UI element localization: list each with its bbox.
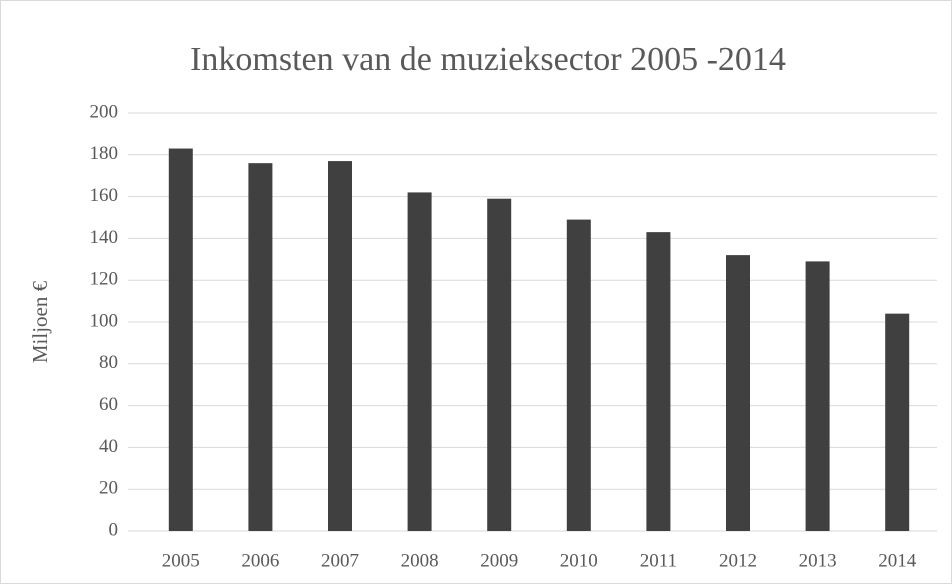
x-tick-label: 2005 <box>162 550 200 571</box>
x-tick-label: 2014 <box>878 550 917 571</box>
y-tick-label: 0 <box>109 519 119 540</box>
bar <box>487 198 512 531</box>
bar <box>646 232 671 531</box>
y-tick-label: 80 <box>99 352 118 373</box>
y-tick-label: 40 <box>99 436 118 457</box>
bar <box>566 219 591 531</box>
x-tick-label: 2010 <box>560 550 598 571</box>
y-axis-label: Miljoen € <box>28 280 52 363</box>
x-tick-label: 2012 <box>719 550 757 571</box>
chart-title: Inkomsten van de muzieksector 2005 -2014 <box>190 41 786 78</box>
x-tick-label: 2013 <box>799 550 837 571</box>
bar <box>248 163 273 531</box>
y-tick-label: 100 <box>90 310 119 331</box>
y-tick-label: 20 <box>99 478 118 499</box>
y-tick-label: 120 <box>90 269 119 290</box>
bar <box>805 261 830 531</box>
bar <box>407 192 432 532</box>
bar <box>885 313 910 531</box>
y-tick-label: 60 <box>99 394 118 415</box>
x-tick-label: 2006 <box>241 550 279 571</box>
x-tick-label: 2007 <box>321 550 359 571</box>
x-tick-label: 2011 <box>640 550 677 571</box>
bar <box>328 161 352 531</box>
y-tick-label: 160 <box>90 185 119 206</box>
bar <box>168 148 193 531</box>
x-tick-label: 2009 <box>480 550 518 571</box>
y-tick-label: 200 <box>90 101 119 122</box>
y-tick-label: 180 <box>90 143 119 164</box>
y-tick-label: 140 <box>90 227 119 248</box>
bar <box>726 255 750 531</box>
x-tick-label: 2008 <box>401 550 439 571</box>
